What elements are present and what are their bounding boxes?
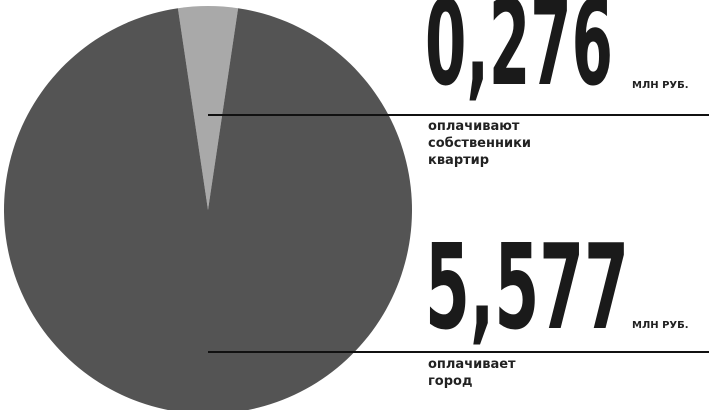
unit-label: МЛН РУБ. — [632, 80, 689, 91]
pie-slice — [4, 8, 412, 410]
category-label: оплачивают собственники квартир — [428, 119, 532, 168]
category-label: оплачивает город — [428, 357, 516, 389]
value-label: 0,276 — [425, 0, 613, 112]
value-label: 5,577 — [425, 218, 629, 356]
unit-label: МЛН РУБ. — [632, 320, 689, 331]
pie-slice — [177, 5, 239, 211]
